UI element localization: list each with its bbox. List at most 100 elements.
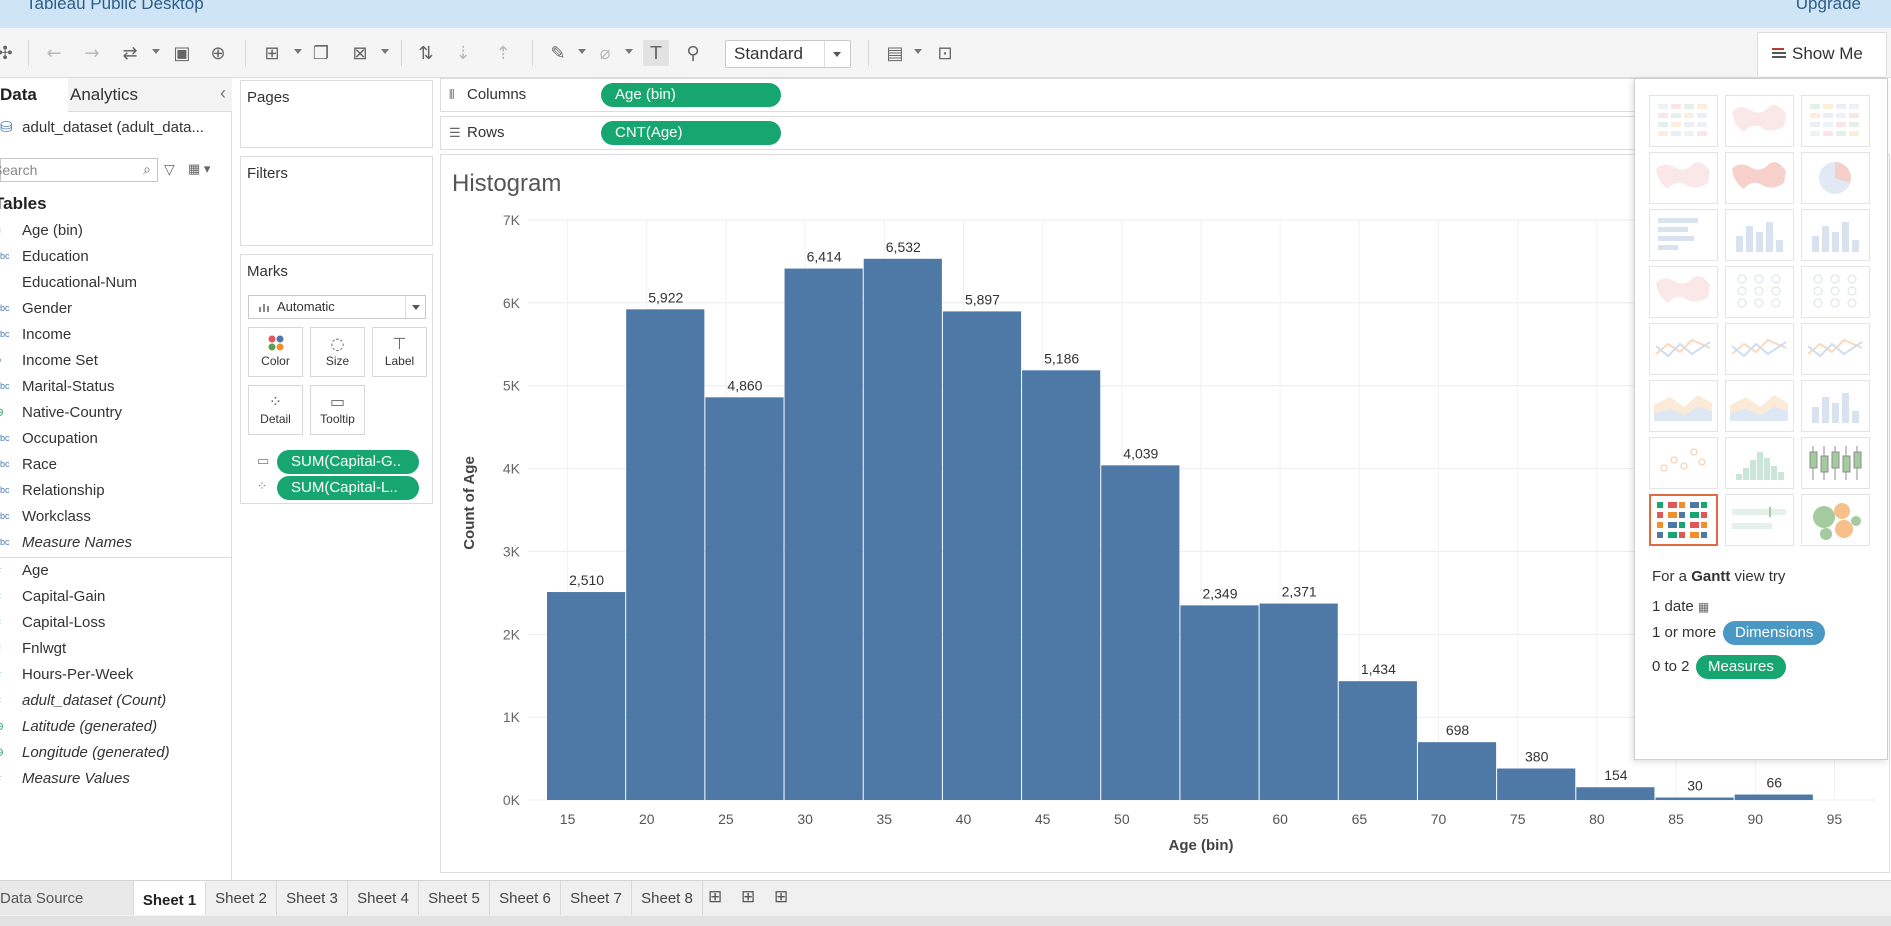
tab-sheet-7[interactable]: Sheet 7 <box>561 881 632 915</box>
field-item[interactable]: # Age <box>0 562 232 586</box>
duplicate-icon[interactable]: ❐ <box>312 42 330 64</box>
field-item[interactable]: Abc Marital-Status <box>0 378 232 402</box>
tab-sheet-1[interactable]: Sheet 1 <box>134 881 206 915</box>
histogram-bar[interactable] <box>1022 370 1101 800</box>
field-item[interactable]: Abc Workclass <box>0 508 232 532</box>
tab-analytics[interactable]: Analytics <box>70 85 139 104</box>
new-worksheet-icon[interactable]: ⊞ <box>264 42 280 64</box>
replay-dropdown-icon[interactable] <box>152 49 160 54</box>
rows-shelf[interactable]: ☰ Rows CNT(Age) <box>440 116 1640 150</box>
new-story-tab-icon[interactable]: ⊞ <box>774 887 789 906</box>
field-item[interactable]: # Capital-Gain <box>0 588 232 612</box>
new-dashboard-tab-icon[interactable]: ⊞ <box>741 887 756 906</box>
histogram-thumbnail[interactable] <box>1725 437 1794 489</box>
tab-sheet-8[interactable]: Sheet 8 <box>632 881 703 915</box>
show-me-button[interactable]: Show Me <box>1757 32 1887 76</box>
field-item[interactable]: Abc Education <box>0 248 232 272</box>
histogram-bar[interactable] <box>705 397 784 800</box>
histogram-bar[interactable] <box>1180 605 1259 800</box>
chevron-down-icon[interactable] <box>405 296 425 318</box>
highlight-table-thumbnail[interactable] <box>1801 95 1870 147</box>
field-item[interactable]: Abc Race <box>0 456 232 480</box>
datasource-item[interactable]: ⛁ adult_dataset (adult_data... <box>0 118 232 140</box>
highlight-icon[interactable]: ✎ <box>550 42 566 64</box>
pie-chart-thumbnail[interactable] <box>1801 152 1870 204</box>
bullet-graph-thumbnail[interactable] <box>1725 494 1794 546</box>
histogram-bar[interactable] <box>1101 465 1180 800</box>
label-button[interactable]: ⊤ Label <box>372 327 427 377</box>
histogram-bar[interactable] <box>1497 768 1576 800</box>
group-icon[interactable]: ⌀ <box>599 42 611 64</box>
new-datasource-icon[interactable]: ⊕ <box>210 42 226 64</box>
collapse-pane-icon[interactable]: ‹ <box>220 83 226 103</box>
filter-icon[interactable]: ▽ <box>164 161 175 177</box>
field-item[interactable]: # Fnlwgt <box>0 640 232 664</box>
sort-desc-icon[interactable]: ⇡ <box>495 42 511 64</box>
tab-data-source[interactable]: Data Source <box>0 881 134 915</box>
size-button[interactable]: ◌ Size <box>310 327 365 377</box>
tableau-logo-icon[interactable]: ✣ <box>0 42 13 64</box>
redo-icon[interactable]: → <box>84 42 100 64</box>
field-item[interactable]: # Measure Values <box>0 770 232 794</box>
swap-icon[interactable]: ⇅ <box>418 42 434 64</box>
clear-icon[interactable]: ⊠ <box>352 42 368 64</box>
save-icon[interactable]: ▣ <box>173 42 191 64</box>
chart-title[interactable]: Histogram <box>452 170 562 197</box>
filled-map-thumbnail[interactable] <box>1725 152 1794 204</box>
color-button[interactable]: Color <box>248 327 303 377</box>
marks-pill-capital-gain[interactable]: SUM(Capital-G.. <box>277 450 419 474</box>
field-item[interactable]: Abc Income <box>0 326 232 350</box>
histogram-bar[interactable] <box>1734 794 1813 800</box>
rows-pill[interactable]: CNT(Age) <box>601 121 781 145</box>
histogram-bar[interactable] <box>863 258 942 801</box>
lines-continuous-thumbnail[interactable] <box>1649 323 1718 375</box>
horizontal-bars-thumbnail[interactable] <box>1649 209 1718 261</box>
symbol-map-thumbnail[interactable] <box>1649 152 1718 204</box>
columns-shelf[interactable]: ⫴ Columns Age (bin) <box>440 78 1640 112</box>
pin-icon[interactable]: ⚲ <box>686 42 700 64</box>
show-labels-icon[interactable]: T <box>643 40 669 66</box>
histogram-bar[interactable] <box>626 309 705 800</box>
presentation-icon[interactable]: ⊡ <box>937 42 953 64</box>
tab-sheet-5[interactable]: Sheet 5 <box>419 881 490 915</box>
marks-pill-capital-loss[interactable]: SUM(Capital-L.. <box>277 476 419 500</box>
new-worksheet-dropdown-icon[interactable] <box>294 49 302 54</box>
field-item[interactable]: # Educational-Num <box>0 274 232 298</box>
fit-dropdown[interactable]: Standard <box>725 40 851 68</box>
field-item[interactable]: # Hours-Per-Week <box>0 666 232 690</box>
histogram-bar[interactable] <box>942 311 1022 800</box>
field-item[interactable]: ⊕ Native-Country <box>0 404 232 428</box>
field-item[interactable]: Abc Measure Names <box>0 534 232 558</box>
histogram-bar[interactable] <box>1338 681 1417 800</box>
histogram-bar[interactable] <box>547 592 626 800</box>
show-cards-dropdown-icon[interactable] <box>914 49 922 54</box>
sort-asc-icon[interactable]: ⇣ <box>455 42 471 64</box>
dual-lines-thumbnail[interactable] <box>1801 323 1870 375</box>
box-and-whisker-thumbnail[interactable] <box>1801 437 1870 489</box>
text-table-thumbnail[interactable] <box>1649 95 1718 147</box>
tab-sheet-4[interactable]: Sheet 4 <box>348 881 419 915</box>
tab-sheet-3[interactable]: Sheet 3 <box>277 881 348 915</box>
tab-sheet-2[interactable]: Sheet 2 <box>206 881 277 915</box>
highlight-dropdown-icon[interactable] <box>578 49 586 54</box>
mark-type-dropdown[interactable]: Automatic <box>248 295 426 319</box>
histogram-bar[interactable] <box>784 268 863 800</box>
tooltip-button[interactable]: ▭ Tooltip <box>310 385 365 435</box>
histogram-bar[interactable] <box>1417 742 1497 800</box>
replay-icon[interactable]: ⇄ <box>122 42 138 64</box>
histogram-bar[interactable] <box>1655 797 1734 800</box>
side-by-side-circles-thumbnail[interactable] <box>1801 266 1870 318</box>
field-item[interactable]: ⊘ Income Set <box>0 352 232 376</box>
tab-sheet-6[interactable]: Sheet 6 <box>490 881 561 915</box>
packed-bubbles-thumbnail[interactable] <box>1801 494 1870 546</box>
field-item[interactable]: ⊕ Latitude (generated) <box>0 718 232 742</box>
histogram-bar[interactable] <box>1576 787 1655 800</box>
search-input[interactable]: Search ⌕ <box>0 158 158 182</box>
field-item[interactable]: ılı Age (bin) <box>0 222 232 246</box>
show-cards-icon[interactable]: ▤ <box>886 42 904 64</box>
tab-data[interactable]: Data <box>0 78 68 112</box>
side-by-side-bars-thumbnail[interactable] <box>1801 209 1870 261</box>
group-dropdown-icon[interactable] <box>625 49 633 54</box>
stacked-bars-thumbnail[interactable] <box>1725 209 1794 261</box>
chevron-down-icon[interactable] <box>824 41 850 67</box>
